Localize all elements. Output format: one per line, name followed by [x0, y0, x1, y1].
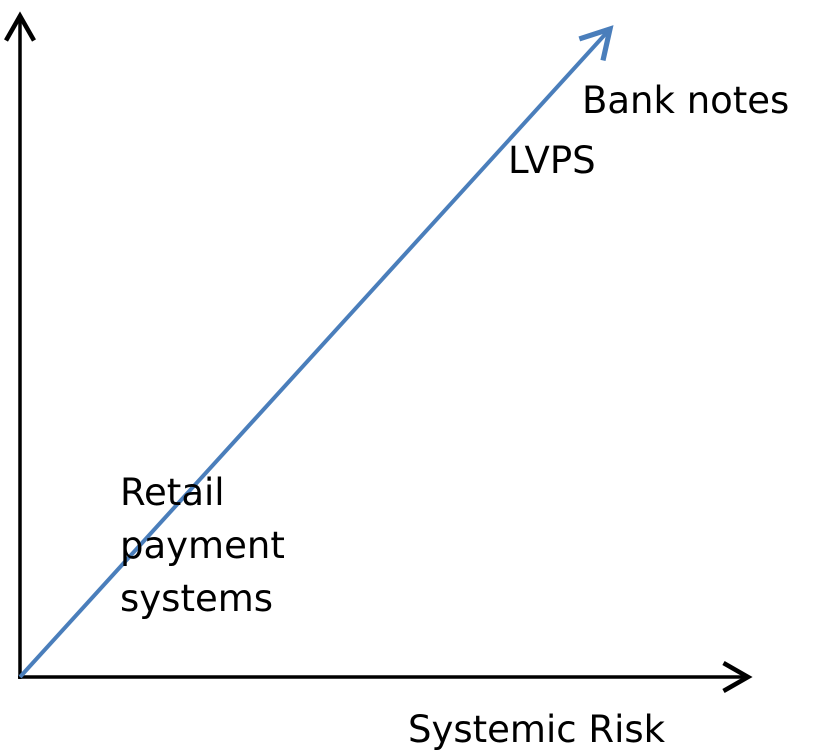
bank-notes-label: Bank notes: [582, 79, 789, 122]
retail-label-line: Retail: [120, 471, 225, 514]
retail-label-line: payment: [120, 524, 285, 567]
retail-label-line: systems: [120, 577, 273, 620]
lvps-label: LVPS: [508, 139, 596, 182]
x-axis-label: Systemic Risk: [408, 708, 666, 751]
diagonal-arrow: [18, 25, 614, 679]
